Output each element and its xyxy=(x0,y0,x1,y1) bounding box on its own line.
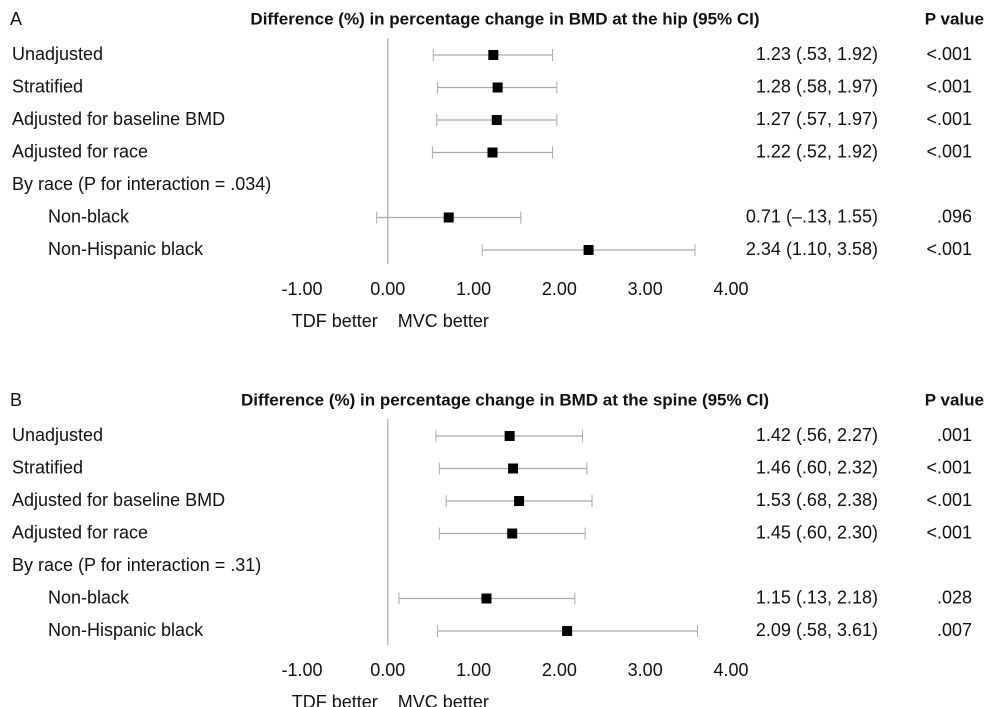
value-label: 0.71 (–.13, 1.55) xyxy=(746,206,878,226)
panel-label: A xyxy=(10,9,22,29)
row-label: Adjusted for baseline BMD xyxy=(12,490,225,510)
row-label: Adjusted for race xyxy=(12,522,148,542)
p-value: .028 xyxy=(937,587,972,607)
p-value: <.001 xyxy=(926,44,972,64)
x-tick-label: 1.00 xyxy=(456,279,491,299)
value-label: 1.27 (.57, 1.97) xyxy=(756,109,878,129)
point-estimate xyxy=(488,50,499,60)
value-label: 1.46 (.60, 2.32) xyxy=(756,457,878,477)
value-label: 1.23 (.53, 1.92) xyxy=(756,44,878,64)
row-label: Unadjusted xyxy=(12,425,103,445)
p-value: <.001 xyxy=(926,76,972,96)
point-estimate xyxy=(507,528,518,539)
point-estimate xyxy=(583,245,594,255)
p-value: <.001 xyxy=(926,239,972,259)
row-label: Non-Hispanic black xyxy=(48,239,204,259)
p-header: P value xyxy=(925,9,984,28)
p-value: <.001 xyxy=(926,109,972,129)
value-label: 1.42 (.56, 2.27) xyxy=(756,425,878,445)
x-tick-label: 2.00 xyxy=(542,660,577,680)
point-estimate xyxy=(508,463,519,474)
point-estimate xyxy=(487,147,498,158)
value-label: 2.09 (.58, 3.61) xyxy=(756,620,878,640)
x-tick-label: 3.00 xyxy=(628,279,663,299)
row-label: Non-black xyxy=(48,206,130,226)
panel-title: Difference (%) in percentage change in B… xyxy=(241,390,769,409)
row-label: Adjusted for race xyxy=(12,141,148,161)
point-estimate xyxy=(481,593,492,604)
left-note: TDF better xyxy=(292,692,378,707)
value-label: 1.28 (.58, 1.97) xyxy=(756,76,878,96)
value-label: 1.53 (.68, 2.38) xyxy=(756,490,878,510)
panel-label: B xyxy=(10,390,22,410)
value-label: 1.45 (.60, 2.30) xyxy=(756,522,878,542)
p-value: <.001 xyxy=(926,141,972,161)
p-header: P value xyxy=(925,390,984,409)
row-label: Stratified xyxy=(12,76,83,96)
left-note: TDF better xyxy=(292,311,378,331)
x-tick-label: 4.00 xyxy=(713,279,748,299)
x-tick-label: -1.00 xyxy=(281,279,322,299)
row-label: Adjusted for baseline BMD xyxy=(12,109,225,129)
p-value: .007 xyxy=(937,620,972,640)
point-estimate xyxy=(491,115,502,125)
x-tick-label: -1.00 xyxy=(281,660,322,680)
x-tick-label: 2.00 xyxy=(542,279,577,299)
value-label: 2.34 (1.10, 3.58) xyxy=(746,239,878,259)
row-label: Non-black xyxy=(48,587,130,607)
point-estimate xyxy=(514,496,525,506)
right-note: MVC better xyxy=(398,692,489,707)
right-note: MVC better xyxy=(398,311,489,331)
point-estimate xyxy=(443,212,454,223)
panel-title: Difference (%) in percentage change in B… xyxy=(250,9,759,28)
p-value: <.001 xyxy=(926,522,972,542)
row-label: Non-Hispanic black xyxy=(48,620,204,640)
x-tick-label: 4.00 xyxy=(713,660,748,680)
p-value: .096 xyxy=(937,206,972,226)
point-estimate xyxy=(492,82,503,93)
row-label: By race (P for interaction = .31) xyxy=(12,555,261,575)
p-value: <.001 xyxy=(926,490,972,510)
row-label: Stratified xyxy=(12,457,83,477)
row-label: Unadjusted xyxy=(12,44,103,64)
value-label: 1.22 (.52, 1.92) xyxy=(756,141,878,161)
p-value: <.001 xyxy=(926,457,972,477)
x-tick-label: 1.00 xyxy=(456,660,491,680)
p-value: .001 xyxy=(937,425,972,445)
x-tick-label: 0.00 xyxy=(370,660,405,680)
point-estimate xyxy=(504,431,515,441)
value-label: 1.15 (.13, 2.18) xyxy=(756,587,878,607)
x-tick-label: 0.00 xyxy=(370,279,405,299)
row-label: By race (P for interaction = .034) xyxy=(12,174,271,194)
point-estimate xyxy=(562,626,573,636)
x-tick-label: 3.00 xyxy=(628,660,663,680)
